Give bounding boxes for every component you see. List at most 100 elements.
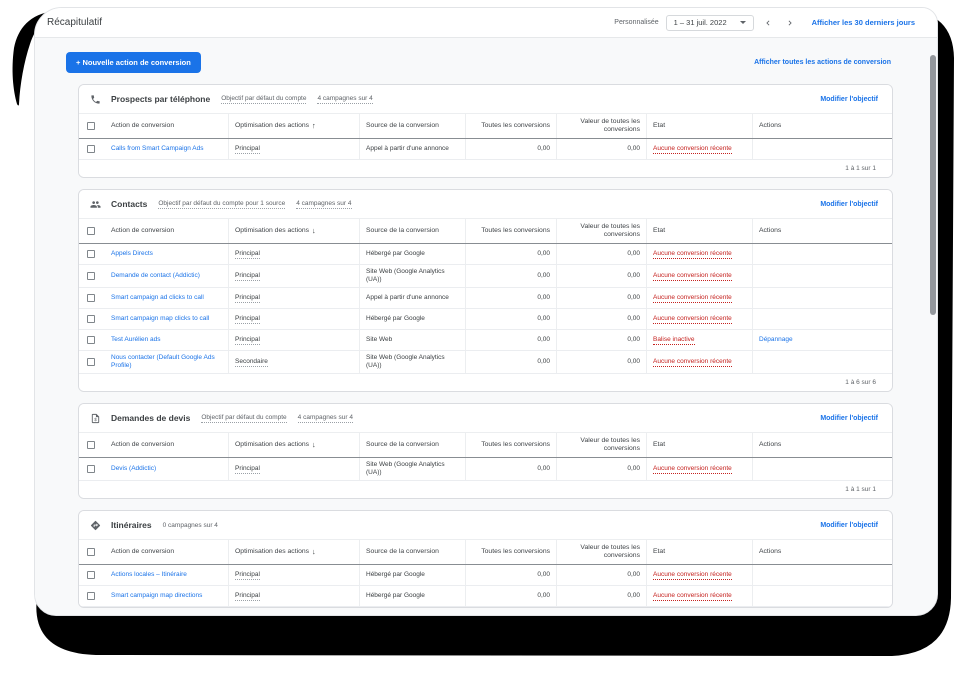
- row-checkbox[interactable]: [87, 336, 95, 344]
- actions-toolbar: + Nouvelle action de conversion Afficher…: [35, 38, 937, 73]
- column-header-action-de-conversion[interactable]: Action de conversion: [111, 227, 175, 234]
- troubleshoot-link[interactable]: Dépannage: [759, 336, 793, 343]
- status-text: Aucune conversion récente: [653, 358, 732, 367]
- previous-period-button[interactable]: [761, 15, 776, 30]
- row-checkbox[interactable]: [87, 465, 95, 473]
- column-header-valeur-conversions[interactable]: Valeur de toutes les conversions: [556, 219, 646, 243]
- column-header-toutes-les-conversions[interactable]: Toutes les conversions: [465, 219, 556, 243]
- card-meta: Objectif par défaut du compte: [201, 414, 287, 423]
- table-header-row: Action de conversion Optimisation des act…: [79, 219, 892, 244]
- chevron-right-icon: [788, 20, 792, 25]
- conversion-action-link[interactable]: Test Aurélien ads: [111, 336, 161, 343]
- column-header-actions[interactable]: Actions: [752, 540, 892, 564]
- card-meta: 0 campagnes sur 4: [162, 521, 218, 529]
- column-header-action-de-conversion[interactable]: Action de conversion: [111, 441, 175, 448]
- status-text: Aucune conversion récente: [653, 465, 732, 474]
- optimization-value: Secondaire: [235, 357, 268, 367]
- table-header-row: Action de conversion Optimisation des act…: [79, 540, 892, 565]
- edit-goal-link[interactable]: Modifier l'objectif: [820, 95, 878, 103]
- card-header: Prospects par téléphone Objectif par défa…: [79, 85, 892, 114]
- column-header-toutes-les-conversions[interactable]: Toutes les conversions: [465, 433, 556, 457]
- column-header-source[interactable]: Source de la conversion: [359, 433, 465, 457]
- column-header-etat[interactable]: Etat: [646, 219, 752, 243]
- row-checkbox[interactable]: [87, 571, 95, 579]
- column-header-optimisation[interactable]: Optimisation des actions ↓: [228, 540, 359, 564]
- sort-arrow-icon: ↓: [312, 440, 316, 449]
- column-header-source[interactable]: Source de la conversion: [359, 540, 465, 564]
- source-value: Hébergé par Google: [366, 250, 425, 257]
- column-header-source[interactable]: Source de la conversion: [359, 219, 465, 243]
- column-header-etat[interactable]: Etat: [646, 540, 752, 564]
- status-text: Aucune conversion récente: [653, 571, 732, 580]
- date-range-mode-label: Personnalisée: [614, 19, 659, 26]
- column-header-actions[interactable]: Actions: [752, 114, 892, 138]
- row-checkbox[interactable]: [87, 272, 95, 280]
- all-conversions-value: 0,00: [537, 272, 550, 279]
- column-header-optimisation[interactable]: Optimisation des actions ↓: [228, 433, 359, 457]
- conversion-action-link[interactable]: Smart campaign ad clicks to call: [111, 294, 204, 301]
- row-checkbox[interactable]: [87, 592, 95, 600]
- conversion-action-link[interactable]: Nous contacter (Default Google Ads Profi…: [111, 354, 215, 369]
- column-header-toutes-les-conversions[interactable]: Toutes les conversions: [465, 540, 556, 564]
- show-all-conversion-actions-link[interactable]: Afficher toutes les actions de conversio…: [754, 59, 891, 66]
- column-header-optimisation[interactable]: Optimisation des actions ↓: [228, 219, 359, 243]
- status-text: Aucune conversion récente: [653, 145, 732, 154]
- row-checkbox[interactable]: [87, 358, 95, 366]
- edit-goal-link[interactable]: Modifier l'objectif: [820, 521, 878, 529]
- column-header-source[interactable]: Source de la conversion: [359, 114, 465, 138]
- directions-icon: [90, 520, 101, 531]
- column-header-toutes-les-conversions[interactable]: Toutes les conversions: [465, 114, 556, 138]
- row-checkbox[interactable]: [87, 145, 95, 153]
- conversion-action-link[interactable]: Appels Directs: [111, 250, 153, 257]
- select-all-checkbox[interactable]: [87, 441, 95, 449]
- card-title: Contacts: [111, 199, 148, 209]
- row-checkbox[interactable]: [87, 315, 95, 323]
- scrollbar-track[interactable]: [929, 41, 936, 613]
- status-text: Aucune conversion récente: [653, 272, 732, 281]
- card-title: Itinéraires: [111, 520, 152, 530]
- conversion-action-link[interactable]: Calls from Smart Campaign Ads: [111, 145, 204, 152]
- conversion-action-link[interactable]: Devis (Addictic): [111, 465, 157, 472]
- column-header-valeur-conversions[interactable]: Valeur de toutes les conversions: [556, 114, 646, 138]
- source-value: Appel à partir d'une annonce: [366, 294, 449, 301]
- conversion-action-link[interactable]: Actions locales – Itinéraire: [111, 571, 187, 578]
- scrollbar-thumb[interactable]: [930, 55, 936, 315]
- conversion-action-link[interactable]: Demande de contact (Addictic): [111, 272, 200, 279]
- all-conversions-value: 0,00: [537, 571, 550, 578]
- column-header-actions[interactable]: Actions: [752, 433, 892, 457]
- edit-goal-link[interactable]: Modifier l'objectif: [820, 414, 878, 422]
- next-period-button[interactable]: [783, 15, 798, 30]
- column-header-valeur-conversions[interactable]: Valeur de toutes les conversions: [556, 433, 646, 457]
- page-title: Récapitulatif: [47, 17, 103, 28]
- column-header-optimisation[interactable]: Optimisation des actions ↑: [228, 114, 359, 138]
- conversions-value: 0,00: [627, 592, 640, 599]
- date-range-selector[interactable]: 1 – 31 juil. 2022: [665, 14, 754, 31]
- all-conversions-value: 0,00: [537, 294, 550, 301]
- new-conversion-action-button[interactable]: + Nouvelle action de conversion: [66, 52, 201, 73]
- card-meta: 4 campagnes sur 4: [297, 414, 353, 423]
- column-header-valeur-conversions[interactable]: Valeur de toutes les conversions: [556, 540, 646, 564]
- card-meta: 4 campagnes sur 4: [317, 95, 373, 104]
- conversion-action-link[interactable]: Smart campaign map clicks to call: [111, 315, 210, 322]
- card-header: $ Demandes de devis Objectif par défaut du…: [79, 404, 892, 433]
- table-row: Nous contacter (Default Google Ads Profi…: [79, 351, 892, 374]
- column-header-action-de-conversion[interactable]: Action de conversion: [111, 122, 175, 129]
- select-all-checkbox[interactable]: [87, 227, 95, 235]
- app-window: Récapitulatif Personnalisée 1 – 31 juil.…: [34, 7, 938, 616]
- column-header-action-de-conversion[interactable]: Action de conversion: [111, 548, 175, 555]
- conversion-action-link[interactable]: Smart campaign map directions: [111, 592, 203, 599]
- select-all-checkbox[interactable]: [87, 548, 95, 556]
- table-row: Calls from Smart Campaign Ads Principal Ap…: [79, 139, 892, 160]
- table-row: Test Aurélien ads Principal Site Web 0,00 0,…: [79, 330, 892, 351]
- edit-goal-link[interactable]: Modifier l'objectif: [820, 200, 878, 208]
- row-checkbox[interactable]: [87, 294, 95, 302]
- conversions-value: 0,00: [627, 358, 640, 365]
- column-header-actions[interactable]: Actions: [752, 219, 892, 243]
- column-header-etat[interactable]: Etat: [646, 433, 752, 457]
- show-last-30-days-link[interactable]: Afficher les 30 derniers jours: [811, 18, 915, 27]
- select-all-checkbox[interactable]: [87, 122, 95, 130]
- column-header-etat[interactable]: Etat: [646, 114, 752, 138]
- row-checkbox[interactable]: [87, 250, 95, 258]
- optimization-value: Principal: [235, 144, 260, 154]
- source-value: Site Web: [366, 336, 393, 343]
